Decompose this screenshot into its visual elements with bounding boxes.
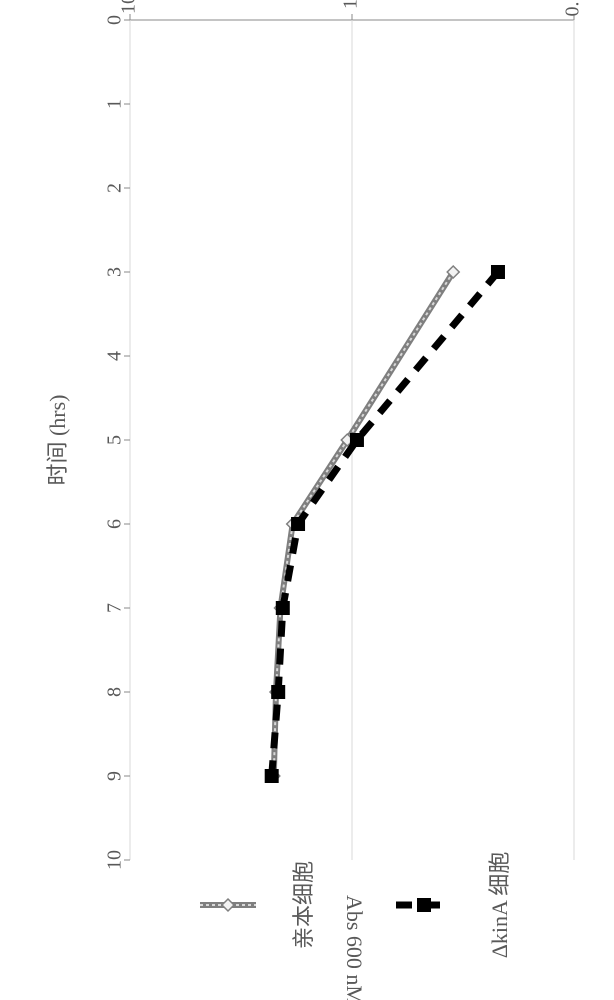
series-marker-dkinA [271,685,285,699]
x-tick-label: 0 [104,15,126,25]
y-tick-label: 10 [118,0,140,14]
x-axis-label: 时间 (hrs) [45,394,70,485]
x-tick-label: 5 [104,435,126,445]
x-tick-label: 2 [104,183,126,193]
legend-label-parental: 亲本细胞 [291,861,316,949]
legend-label-dkinA: ΔkinA 细胞 [487,852,512,958]
x-tick-label: 1 [104,99,126,109]
x-tick-label: 6 [104,519,126,529]
series-marker-dkinA [350,433,364,447]
x-tick-label: 4 [104,351,126,361]
series-line-dkinA [272,272,498,776]
y-tick-label: 0.1 [562,0,584,17]
series-marker-dkinA [276,601,290,615]
legend-marker-parental [222,899,234,911]
x-tick-label: 10 [104,850,126,870]
series-marker-dkinA [291,517,305,531]
x-tick-label: 9 [104,771,126,781]
x-tick-label: 8 [104,687,126,697]
series-marker-dkinA [491,265,505,279]
y-axis-label: Abs 600 nM [342,895,367,1000]
series-marker-dkinA [265,769,279,783]
y-tick-label: 1 [340,0,362,9]
x-tick-label: 7 [104,603,126,613]
legend-marker-dkinA [417,898,431,912]
x-tick-label: 3 [104,267,126,277]
